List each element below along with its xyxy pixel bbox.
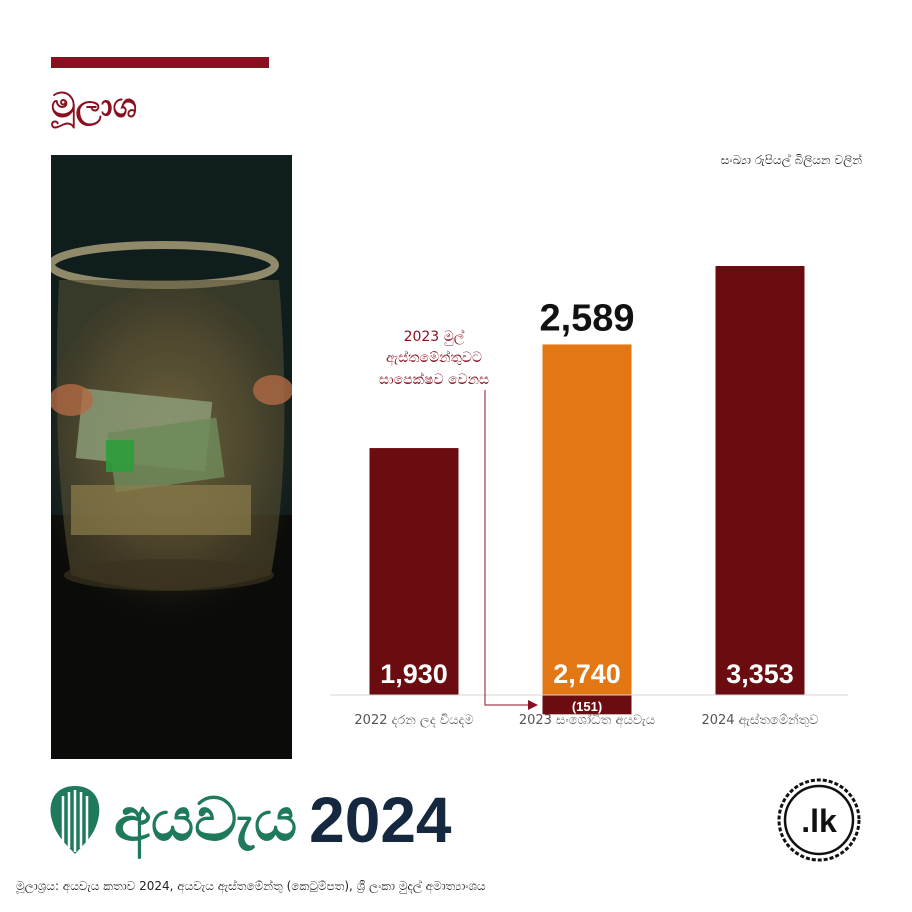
top-accent-rule [51,57,269,68]
section-title: මූලාශ [51,86,137,126]
adjustment-bar [542,695,632,715]
bars-layer: 1,930 2022 දරන ලද වියදම 2,740 2023 සංශෝධිත … [354,266,819,728]
brand-logo: අයවැය 2024 [48,778,452,862]
bar-2 [542,344,632,695]
callout-line-1: 2023 මුල් [404,329,465,346]
bar-value-label: 3,353 [726,659,794,689]
bar-1 [369,448,459,695]
callout: 2023 මුල් ඇස්තමේන්තුවට සාපෙක්ෂව වෙනස [379,329,538,710]
source-note: මූලාශ්‍රය: අයවැය කතාව 2024, අයවැය ඇස්තමේ… [16,879,486,893]
budget-leaf-icon [50,786,100,854]
lk-badge-text: .lk [801,803,837,839]
total-value-label: 2,589 [539,297,634,339]
unit-note: සංඛ්‍යා රුපියල් බිලියන වලින් [720,153,862,167]
callout-line-2: ඇස්තමේන්තුවට [386,350,482,367]
adjustment-label: (151) [572,699,602,714]
callout-arrow [484,390,530,706]
x-tick-label: 2023 සංශෝධිත අයවැය [519,712,655,728]
x-tick-label: 2024 ඇස්තමේන්තුව [701,712,818,728]
x-tick-label: 2022 දරන ලද වියදම [354,713,473,728]
money-jar-photo [51,155,292,759]
bar-3 [715,266,805,695]
callout-line-3: සාපෙක්ෂව වෙනස [379,372,489,388]
bar-value-label: 1,930 [380,659,448,689]
brand-year: 2024 [309,784,452,856]
callout-arrow-head [528,700,538,710]
money-jar-illustration [51,155,292,759]
brand-word: අයවැය [114,785,298,855]
lk-badge-icon: .lk [777,778,861,862]
bar-value-label: 2,740 [553,659,621,689]
